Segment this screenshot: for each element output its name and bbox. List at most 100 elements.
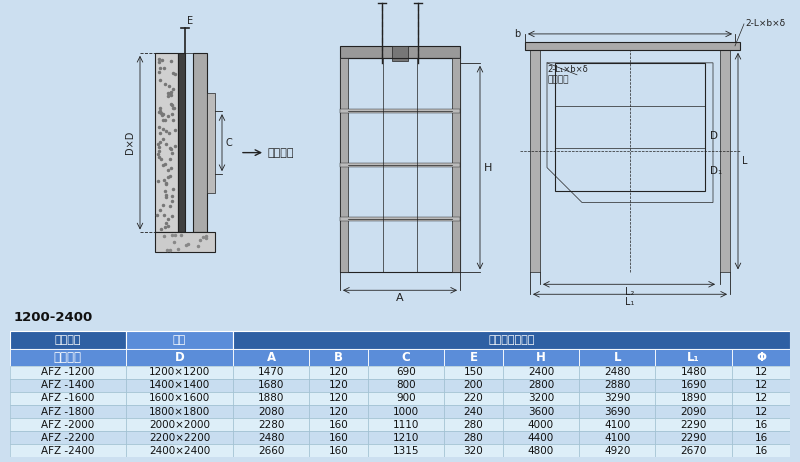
Bar [340,163,460,167]
Bar [720,50,730,272]
Bar [655,444,732,457]
Bar [655,405,732,418]
Bar [732,392,790,405]
Bar [207,93,215,193]
Text: 120: 120 [329,407,349,417]
Bar [444,444,503,457]
Bar [444,348,503,366]
Bar [233,379,310,392]
Bar [655,392,732,405]
Bar [368,444,444,457]
Bar [126,418,233,431]
Text: 16: 16 [754,433,768,443]
Bar [233,366,310,379]
Text: 2290: 2290 [681,433,707,443]
Bar [503,418,579,431]
Text: AFZ -2000: AFZ -2000 [41,419,94,430]
Text: 2670: 2670 [681,446,707,456]
Text: 1690: 1690 [681,380,707,390]
Text: 2480: 2480 [258,433,284,443]
Text: 900: 900 [396,394,416,403]
Text: D₁: D₁ [710,166,722,176]
Text: 3690: 3690 [604,407,630,417]
Bar [126,379,233,392]
Text: D: D [174,351,184,364]
Bar [340,217,460,221]
Bar [340,58,348,272]
Text: Φ: Φ [756,351,766,364]
Bar [10,366,126,379]
Bar [368,379,444,392]
Text: 3600: 3600 [528,407,554,417]
Bar [10,418,126,431]
Text: 4100: 4100 [604,433,630,443]
Text: D×D: D×D [125,131,135,154]
Bar [310,379,368,392]
Text: 2080: 2080 [258,407,284,417]
Bar [503,379,579,392]
Bar [233,392,310,405]
Text: 2660: 2660 [258,446,284,456]
Bar [444,431,503,444]
Bar [503,405,579,418]
Bar [579,392,655,405]
Bar [452,58,460,272]
Bar [233,444,310,457]
Bar [10,431,126,444]
Text: 2-L₁×b×δ: 2-L₁×b×δ [547,65,588,74]
Text: 12: 12 [754,380,768,390]
Bar [444,379,503,392]
Bar [444,418,503,431]
Text: L₁: L₁ [687,351,700,364]
Text: L: L [742,156,747,166]
Bar [555,63,705,191]
Text: 1890: 1890 [681,394,707,403]
Text: 外形及安装尺寸: 外形及安装尺寸 [489,335,535,345]
Bar [340,58,460,272]
Text: 2800: 2800 [528,380,554,390]
Text: 2090: 2090 [681,407,706,417]
Text: D: D [710,131,718,141]
Bar [126,366,233,379]
Bar [368,348,444,366]
Text: 型号规格: 型号规格 [54,351,82,364]
Text: 200: 200 [464,380,483,390]
Text: 12: 12 [754,394,768,403]
Bar [579,431,655,444]
Text: 1200-2400: 1200-2400 [14,311,93,324]
Bar [503,431,579,444]
Text: 3200: 3200 [528,394,554,403]
Bar [444,366,503,379]
Bar [503,366,579,379]
Bar [155,232,215,252]
Text: 2290: 2290 [681,419,707,430]
Bar [579,418,655,431]
Text: 320: 320 [464,446,483,456]
Text: 150: 150 [464,367,483,377]
Bar [732,444,790,457]
Bar [732,379,790,392]
Bar [368,392,444,405]
Bar [340,46,460,58]
Text: H: H [536,351,546,364]
Bar [368,405,444,418]
Bar [10,405,126,418]
Text: 16: 16 [754,446,768,456]
Text: 2-L×b×δ: 2-L×b×δ [745,19,785,29]
Bar [10,379,126,392]
Text: 1200×1200: 1200×1200 [149,367,210,377]
Text: 120: 120 [329,394,349,403]
Bar [10,348,126,366]
Bar [655,431,732,444]
Text: A: A [266,351,276,364]
Text: 1880: 1880 [258,394,284,403]
Text: 4000: 4000 [528,419,554,430]
Bar [178,53,185,232]
Bar [655,348,732,366]
Text: E: E [187,16,193,26]
Text: 800: 800 [396,380,416,390]
Bar [233,331,790,348]
Text: 型号规格: 型号规格 [54,335,81,345]
Text: 水流方向: 水流方向 [268,148,294,158]
Bar [126,405,233,418]
